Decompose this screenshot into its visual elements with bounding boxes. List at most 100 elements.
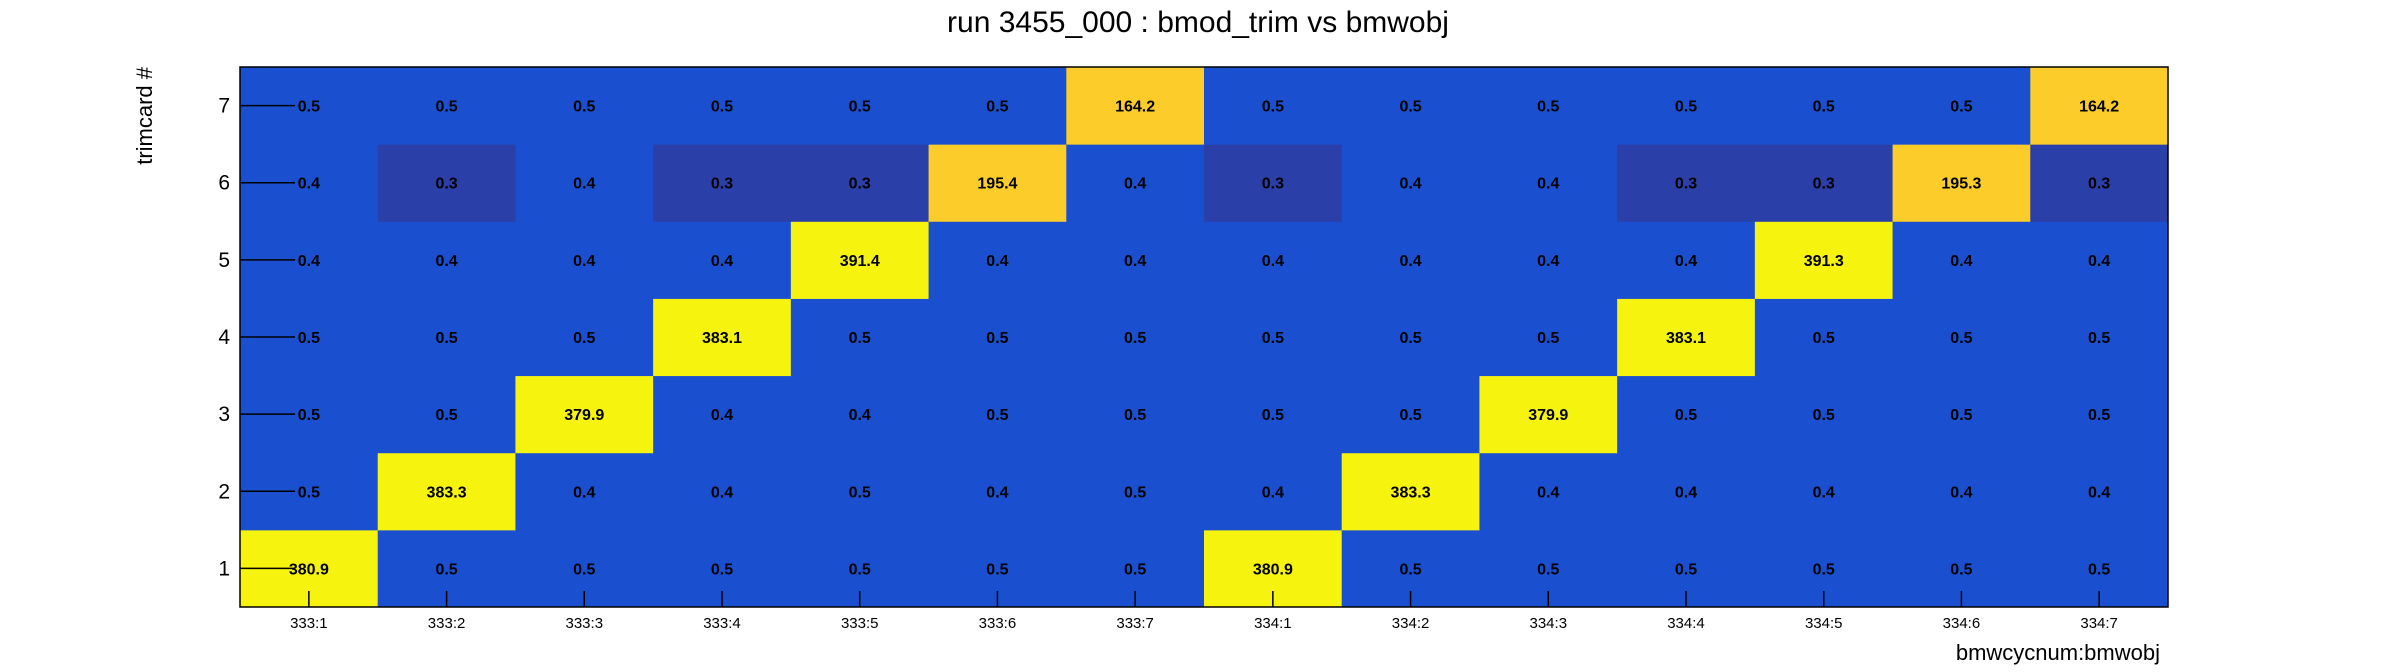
- heatmap-cell: [928, 375, 1067, 454]
- heatmap-cell: [377, 375, 516, 454]
- cell-value-label: 0.4: [1537, 484, 1559, 501]
- cell-value-label: 0.5: [1262, 407, 1284, 424]
- y-tick-label: 3: [218, 403, 230, 426]
- cell-value-label: 0.5: [711, 561, 733, 578]
- cell-value-label: 0.4: [1124, 176, 1146, 193]
- cell-value-label: 0.5: [849, 484, 871, 501]
- heatmap-cell: [790, 67, 930, 145]
- heatmap-cell: [2030, 144, 2169, 222]
- cell-value-label: 391.3: [1804, 253, 1844, 270]
- cell-value-label: 0.5: [1950, 330, 1972, 347]
- cell-value-label: 0.4: [1262, 253, 1284, 270]
- cell-value-label: 0.4: [986, 484, 1008, 501]
- cell-value-label: 0.4: [1537, 253, 1559, 270]
- cell-value-label: 0.5: [1675, 561, 1697, 578]
- cell-value-label: 0.5: [1124, 484, 1146, 501]
- cell-value-label: 0.4: [2088, 484, 2110, 501]
- heatmap-cell: [1892, 298, 2031, 377]
- heatmap-cell: [1341, 144, 1480, 222]
- x-tick-label: 333:1: [290, 615, 328, 632]
- heatmap-cell: [1617, 298, 1756, 377]
- heatmap-cell: [377, 298, 516, 377]
- cell-value-label: 0.4: [849, 407, 871, 424]
- cell-value-label: 0.4: [1675, 253, 1697, 270]
- cell-value-label: 0.3: [1675, 176, 1697, 193]
- y-tick-label: 5: [218, 249, 230, 272]
- heatmap-cell: [1204, 452, 1343, 531]
- cell-value-label: 0.5: [2088, 561, 2110, 578]
- heatmap-cell: [1479, 221, 1618, 299]
- cell-value-label: 0.5: [849, 330, 871, 347]
- heatmap-cell: [1341, 452, 1480, 531]
- heatmap-cell: [1479, 298, 1618, 377]
- x-tick-label: 334:4: [1667, 615, 1705, 632]
- heatmap-cell: [1892, 67, 2031, 145]
- heatmap-cell: [515, 298, 654, 377]
- heatmap-cell: [928, 144, 1067, 222]
- x-tick-label: 334:7: [2080, 615, 2118, 632]
- x-tick-label: 334:5: [1805, 615, 1843, 632]
- heatmap-cell: [1754, 144, 1894, 222]
- cell-value-label: 0.5: [711, 99, 733, 116]
- cell-value-label: 195.4: [977, 176, 1017, 193]
- cell-value-label: 0.5: [1537, 330, 1559, 347]
- heatmap-cell: [377, 144, 516, 222]
- cell-value-label: 0.5: [573, 99, 595, 116]
- cell-value-label: 0.5: [1813, 561, 1835, 578]
- x-tick-label: 333:5: [841, 615, 879, 632]
- cell-value-label: 0.5: [1537, 561, 1559, 578]
- x-axis-title: bmwcycnum:bmwobj: [1956, 640, 2160, 665]
- cell-value-label: 0.5: [298, 484, 320, 501]
- heatmap-cell: [515, 375, 654, 454]
- heatmap-cell: [1479, 67, 1618, 145]
- cell-value-label: 0.4: [1675, 484, 1697, 501]
- heatmap-cell: [515, 67, 654, 145]
- heatmap-cell: [1617, 375, 1756, 454]
- heatmap-cell: [2030, 452, 2169, 531]
- cell-value-label: 0.5: [1262, 330, 1284, 347]
- cell-value-label: 0.3: [2088, 176, 2110, 193]
- cell-value-label: 0.4: [435, 253, 457, 270]
- cell-value-label: 0.5: [2088, 407, 2110, 424]
- y-axis-title: trimcard #: [132, 66, 157, 165]
- cell-value-label: 0.4: [1950, 253, 1972, 270]
- cell-value-label: 0.4: [298, 176, 320, 193]
- heatmap-cell: [790, 375, 930, 454]
- cell-value-label: 0.4: [1262, 484, 1284, 501]
- heatmap-cell: [1066, 452, 1205, 531]
- cell-value-label: 0.4: [573, 176, 595, 193]
- cell-value-label: 383.3: [427, 484, 467, 501]
- cell-value-label: 0.5: [1124, 561, 1146, 578]
- y-tick-label: 6: [218, 172, 230, 195]
- heatmap-cell: [1341, 375, 1480, 454]
- cell-value-label: 0.4: [711, 484, 733, 501]
- cell-value-label: 0.5: [1813, 407, 1835, 424]
- cell-value-label: 383.1: [1666, 330, 1706, 347]
- heatmap-cell: [1341, 67, 1480, 145]
- x-tick-label: 334:2: [1392, 615, 1430, 632]
- heatmap-cell: [928, 298, 1067, 377]
- cell-value-label: 0.4: [711, 407, 733, 424]
- heatmap-cell: [1617, 144, 1756, 222]
- cell-value-label: 195.3: [1941, 176, 1981, 193]
- cell-value-label: 380.9: [289, 561, 329, 578]
- cell-value-label: 0.4: [1537, 176, 1559, 193]
- cell-value-label: 0.4: [1399, 176, 1421, 193]
- heatmap-cell: [1617, 452, 1756, 531]
- heatmap-cell: [377, 221, 516, 299]
- cell-value-label: 383.1: [702, 330, 742, 347]
- heatmap-cell: [653, 67, 792, 145]
- heatmap-cell-labels: 380.9 0.5 0.5 0.5 0.5 0.5 0.5 380.9 0.5 0.5 0.5 0.5…: [289, 99, 2119, 579]
- cell-value-label: 379.9: [1528, 407, 1568, 424]
- heatmap-cell: [2030, 221, 2169, 299]
- x-tick-label: 334:6: [1943, 615, 1981, 632]
- cell-value-label: 0.5: [986, 330, 1008, 347]
- cell-value-label: 0.5: [1124, 330, 1146, 347]
- heatmap-cell: [1341, 221, 1480, 299]
- heatmap-cell: [1204, 221, 1343, 299]
- cell-value-label: 0.5: [986, 407, 1008, 424]
- heatmap-cell: [1204, 144, 1343, 222]
- heatmap-cell: [790, 144, 930, 222]
- heatmap-cell: [1617, 67, 1756, 145]
- cell-value-label: 0.5: [435, 561, 457, 578]
